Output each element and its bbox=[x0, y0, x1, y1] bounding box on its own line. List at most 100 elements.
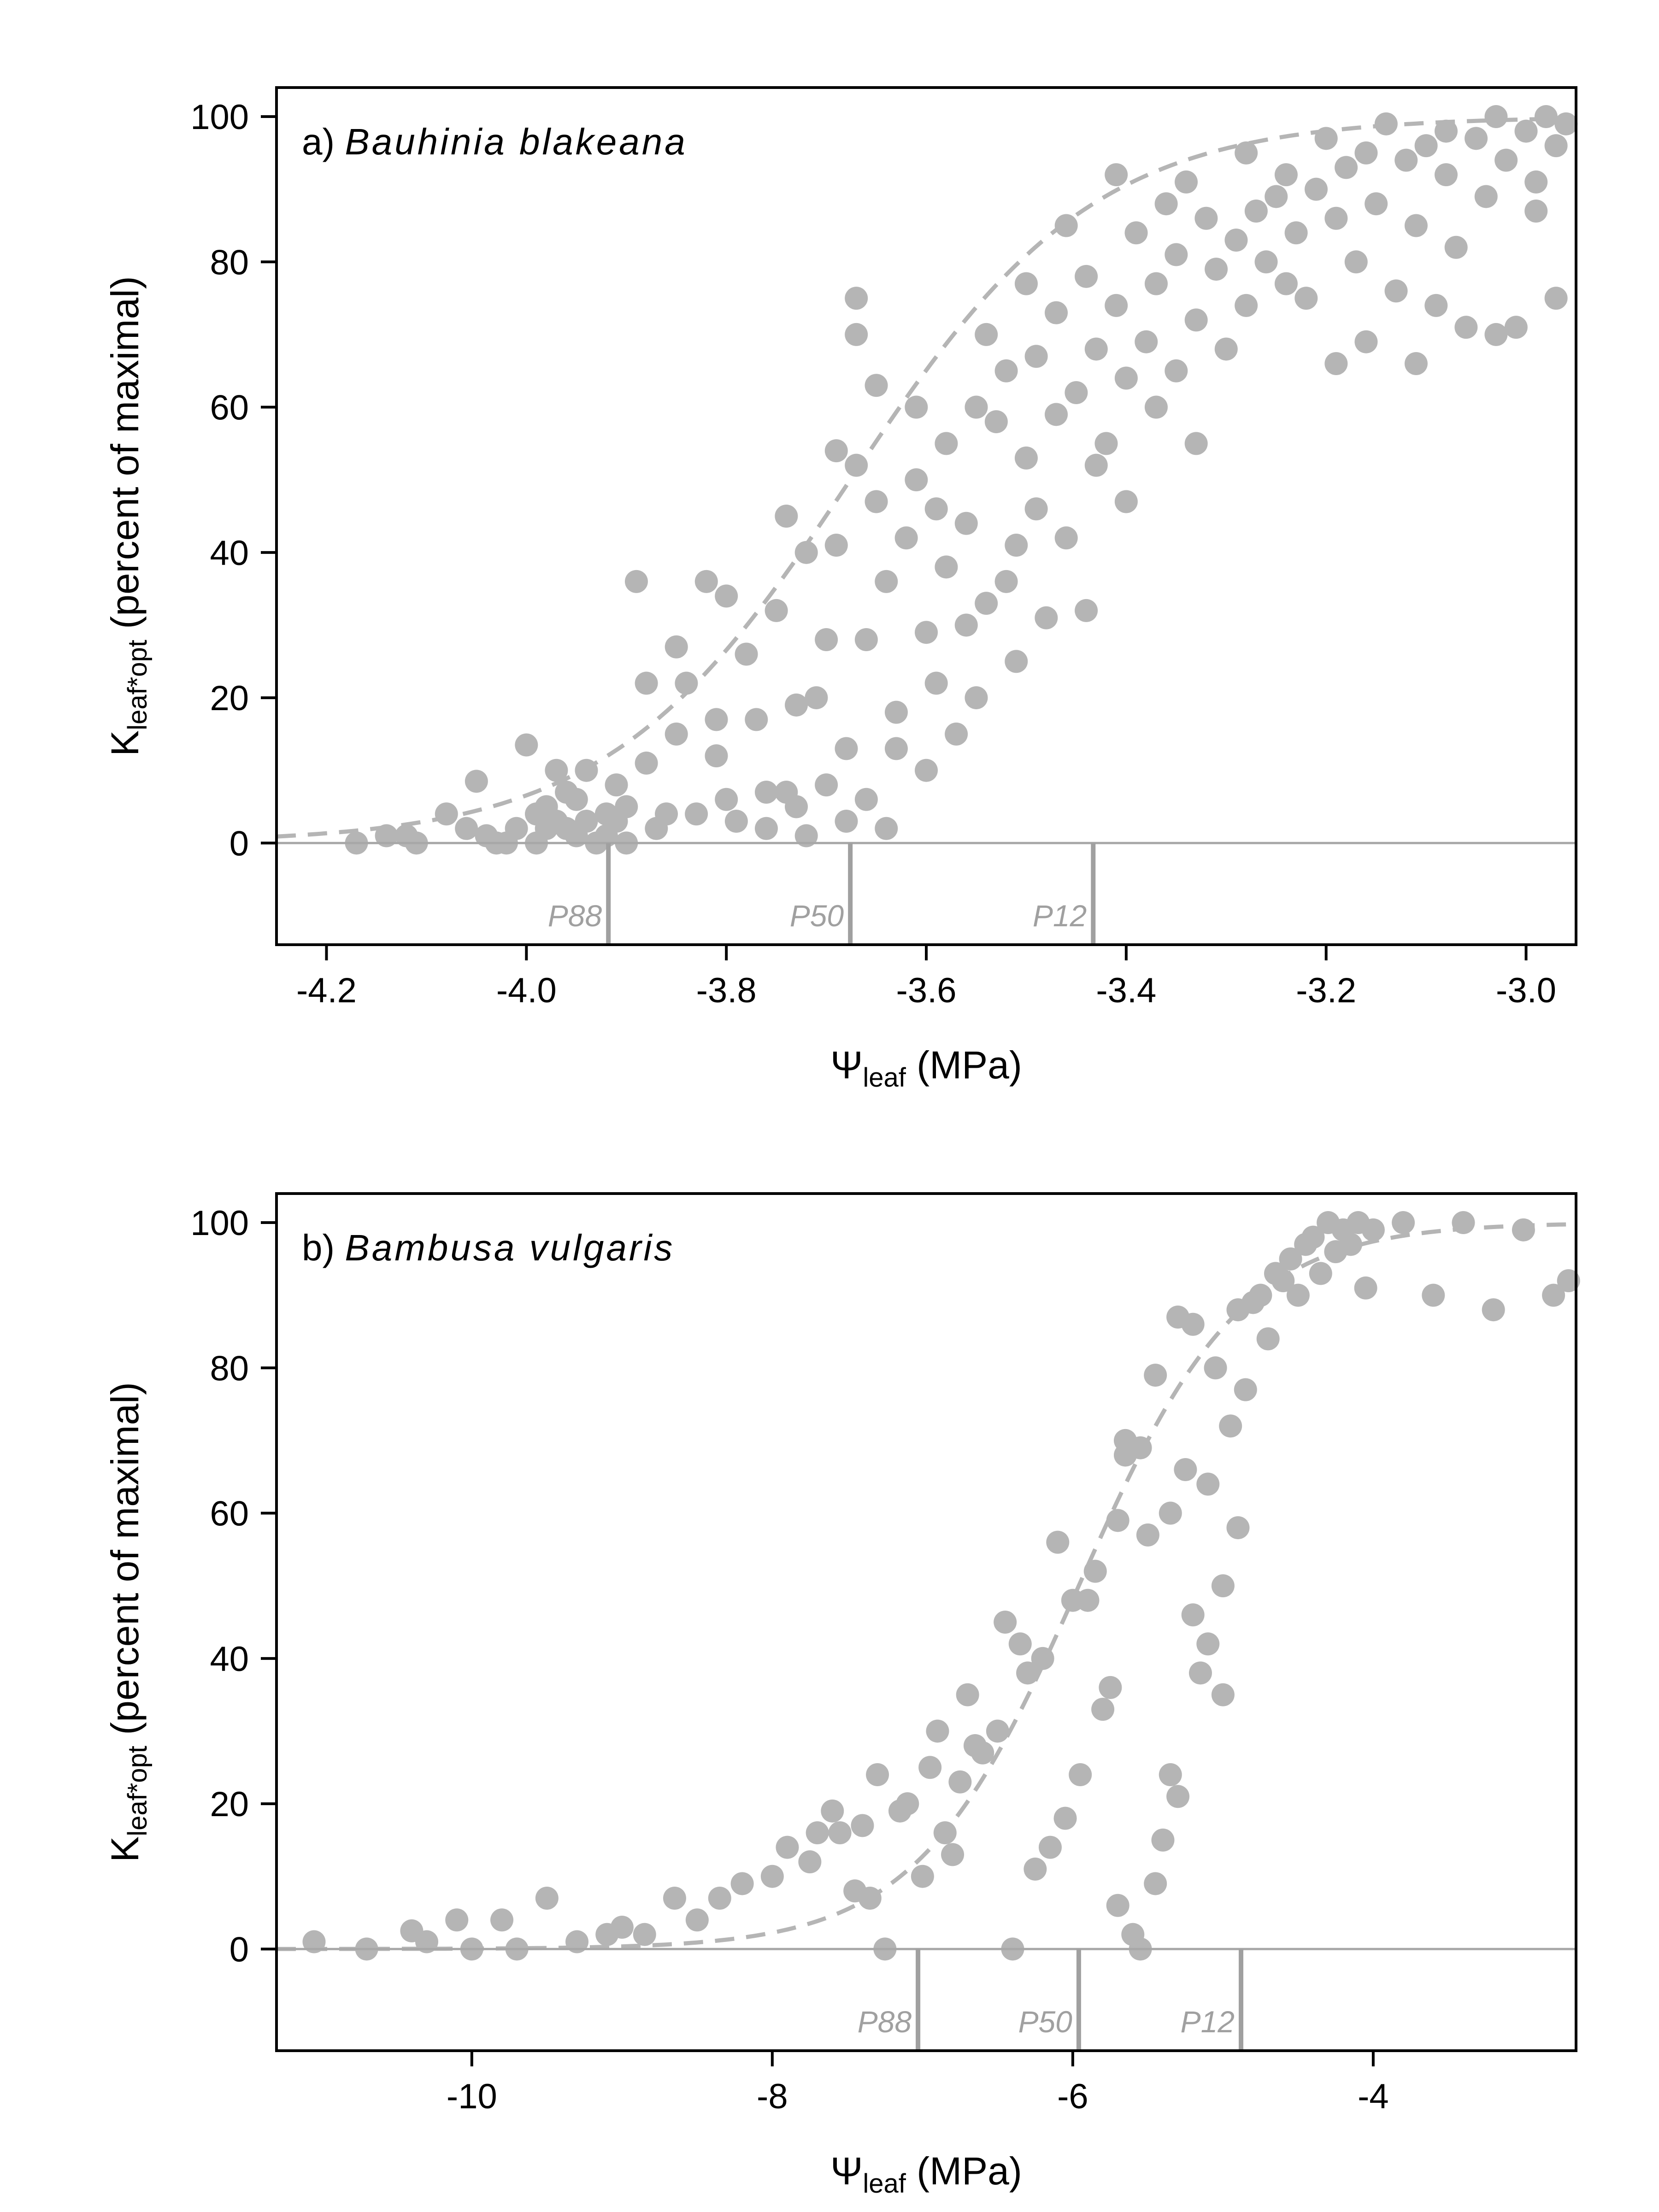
data-point bbox=[1175, 170, 1198, 194]
data-point bbox=[1024, 345, 1048, 368]
data-point bbox=[1194, 206, 1218, 230]
data-point bbox=[1124, 221, 1148, 245]
data-point bbox=[1474, 185, 1498, 208]
data-point bbox=[1484, 323, 1508, 346]
data-point bbox=[775, 505, 798, 528]
y-tick-label: 80 bbox=[210, 243, 249, 282]
y-axis-label-b: Kleaf*opt (percent of maximal) bbox=[103, 1382, 153, 1862]
data-point bbox=[835, 810, 858, 833]
data-point bbox=[805, 686, 828, 710]
data-point bbox=[745, 708, 768, 731]
x-axis-symbol-b: Ψ bbox=[830, 2149, 863, 2193]
data-point bbox=[1365, 192, 1388, 216]
y-axis-ticks-a: 0 20 40 60 80 100 bbox=[190, 98, 276, 863]
data-point bbox=[1274, 272, 1298, 295]
data-point bbox=[1045, 301, 1068, 324]
scatter-points-a bbox=[345, 105, 1578, 855]
data-point bbox=[785, 795, 808, 818]
data-point bbox=[1005, 650, 1028, 673]
data-point bbox=[1542, 1283, 1565, 1307]
data-point bbox=[884, 700, 908, 724]
x-axis-subscript-b: leaf bbox=[863, 2169, 906, 2199]
data-point bbox=[1016, 1661, 1040, 1685]
data-point bbox=[1524, 170, 1548, 194]
data-point bbox=[865, 490, 888, 513]
data-point bbox=[1404, 352, 1428, 375]
data-point bbox=[1053, 1806, 1077, 1830]
data-point bbox=[615, 795, 638, 818]
data-point bbox=[1211, 1683, 1235, 1706]
y-tick-label: 100 bbox=[190, 1204, 249, 1243]
data-point bbox=[1354, 1276, 1377, 1300]
data-point bbox=[760, 1865, 784, 1888]
data-point bbox=[1294, 287, 1318, 310]
data-point bbox=[1154, 192, 1178, 216]
x-tick-label: -4 bbox=[1358, 2077, 1389, 2116]
data-point bbox=[984, 410, 1008, 434]
data-point bbox=[1106, 1894, 1130, 1917]
data-point bbox=[505, 817, 528, 840]
data-point bbox=[915, 759, 938, 782]
data-point bbox=[1274, 163, 1298, 187]
data-point bbox=[1054, 526, 1078, 550]
data-point bbox=[1159, 1501, 1182, 1525]
data-point bbox=[1544, 287, 1568, 310]
data-point bbox=[911, 1865, 934, 1888]
data-point bbox=[806, 1821, 829, 1845]
p-marker-label-p50: P50 bbox=[790, 899, 844, 933]
fit-curve-b bbox=[276, 1222, 1577, 1951]
data-point bbox=[875, 570, 898, 593]
data-point bbox=[854, 788, 878, 811]
data-point bbox=[1075, 265, 1098, 288]
scatter-points-b bbox=[302, 1211, 1580, 1961]
data-point bbox=[1354, 330, 1378, 353]
x-tick-label: -8 bbox=[757, 2077, 788, 2116]
data-point bbox=[1482, 1298, 1505, 1322]
data-point bbox=[994, 1611, 1017, 1634]
data-point bbox=[1181, 1312, 1205, 1336]
data-point bbox=[1165, 359, 1188, 382]
data-point bbox=[465, 770, 488, 793]
data-point bbox=[1084, 453, 1108, 477]
data-point bbox=[1335, 156, 1358, 179]
data-point bbox=[1196, 1632, 1220, 1656]
data-point bbox=[1014, 446, 1038, 470]
data-point bbox=[1235, 294, 1258, 317]
data-point bbox=[610, 1916, 634, 1939]
data-point bbox=[445, 1908, 469, 1932]
data-point bbox=[1196, 1472, 1220, 1496]
data-point bbox=[1184, 432, 1208, 455]
data-point bbox=[1024, 497, 1048, 521]
data-point bbox=[635, 751, 658, 775]
data-point bbox=[735, 642, 758, 666]
data-point bbox=[1045, 403, 1068, 426]
plot-frame-a bbox=[275, 86, 1577, 946]
data-point bbox=[918, 1756, 942, 1779]
data-point bbox=[1557, 1269, 1580, 1293]
data-point bbox=[1392, 1211, 1415, 1235]
data-point bbox=[965, 686, 988, 710]
data-point bbox=[828, 1821, 852, 1845]
data-point bbox=[965, 395, 988, 419]
data-point bbox=[605, 773, 628, 797]
data-point bbox=[1226, 1516, 1250, 1540]
data-point bbox=[1084, 337, 1108, 361]
data-point bbox=[935, 555, 958, 579]
data-point bbox=[1265, 185, 1288, 208]
data-point bbox=[1305, 177, 1328, 201]
x-axis-unit-b: (MPa) bbox=[906, 2149, 1022, 2193]
y-axis-subscript-a: leaf*opt bbox=[123, 640, 153, 730]
panel-b: P88 P50 P12 -10 -8 -6 -4 0 20 40 60 80 100 b) Bamb… bbox=[103, 1192, 1580, 2199]
data-point bbox=[715, 584, 738, 608]
data-point bbox=[435, 802, 458, 826]
data-point bbox=[1038, 1835, 1062, 1859]
data-point bbox=[845, 323, 868, 346]
data-point bbox=[565, 788, 588, 811]
p-marker-label-p50: P50 bbox=[1018, 2005, 1072, 2039]
plot-frame-b bbox=[275, 1192, 1577, 2052]
data-point bbox=[776, 1835, 799, 1859]
x-tick-label: -10 bbox=[447, 2077, 497, 2116]
data-point bbox=[948, 1770, 972, 1794]
y-axis-symbol-a: K bbox=[103, 730, 147, 756]
p-marker-label-p12: P12 bbox=[1181, 2005, 1235, 2039]
